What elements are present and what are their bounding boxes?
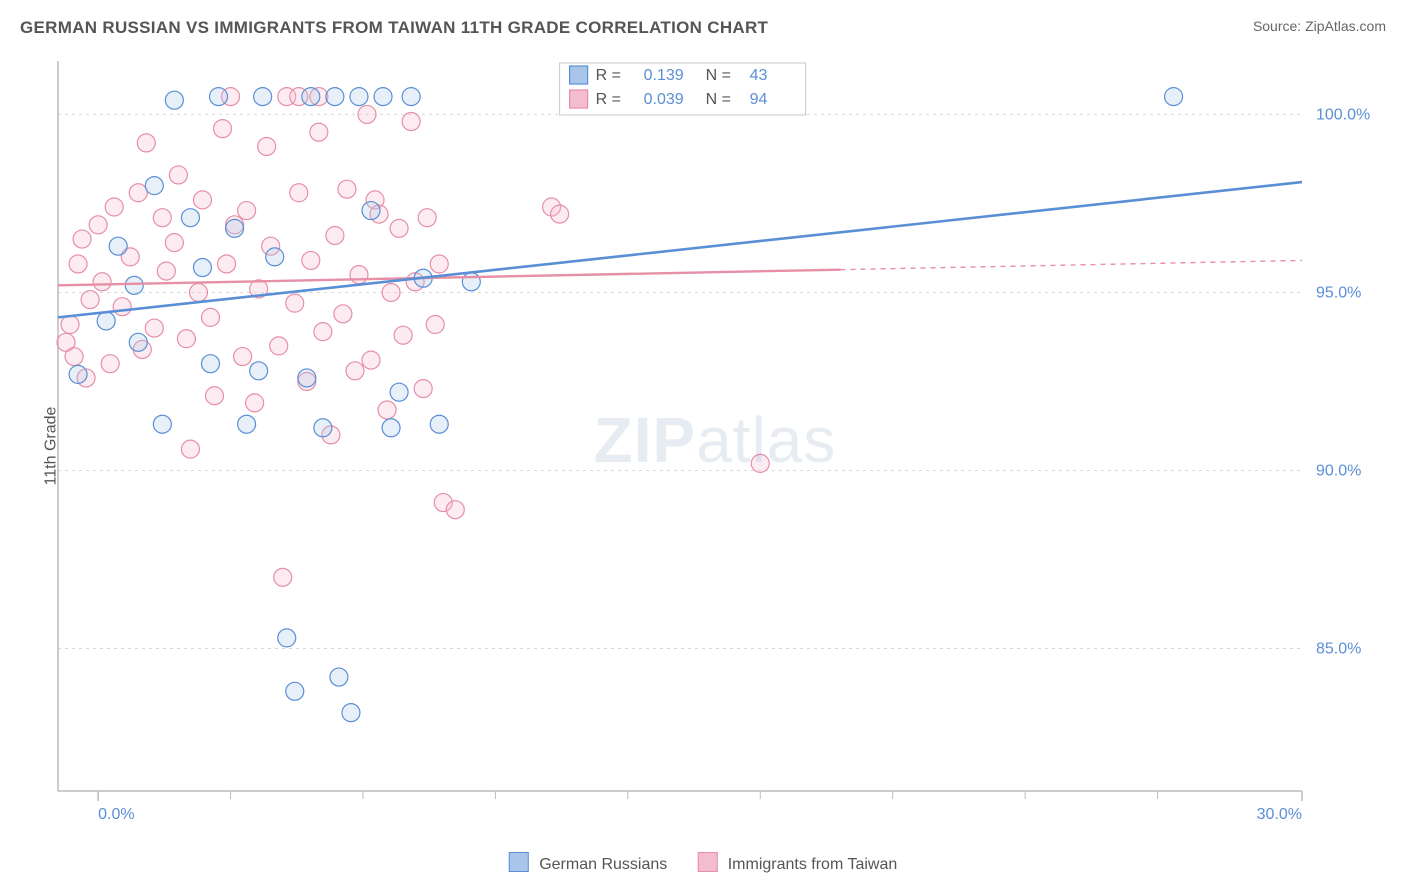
svg-text:95.0%: 95.0%: [1316, 284, 1361, 301]
plot-area: 85.0% 90.0% 95.0% 100.0% 0.0% 30.0% R = 0.139 N …: [50, 55, 1380, 825]
svg-text:R =: R =: [596, 67, 621, 84]
chart-title: GERMAN RUSSIAN VS IMMIGRANTS FROM TAIWAN…: [20, 18, 768, 37]
legend-item-1: German Russians: [509, 852, 668, 874]
bottom-legend: German Russians Immigrants from Taiwan: [509, 852, 897, 874]
svg-text:0.039: 0.039: [644, 91, 684, 108]
legend-label-1: German Russians: [539, 856, 667, 873]
svg-text:R =: R =: [596, 91, 621, 108]
svg-text:0.139: 0.139: [644, 67, 684, 84]
source-attribution: Source: ZipAtlas.com: [1253, 18, 1386, 34]
svg-text:30.0%: 30.0%: [1257, 806, 1302, 823]
svg-text:90.0%: 90.0%: [1316, 463, 1361, 480]
chart-header: GERMAN RUSSIAN VS IMMIGRANTS FROM TAIWAN…: [20, 18, 1386, 46]
legend-label-2: Immigrants from Taiwan: [728, 856, 898, 873]
svg-text:0.0%: 0.0%: [98, 806, 134, 823]
svg-text:85.0%: 85.0%: [1316, 641, 1361, 658]
svg-text:94: 94: [750, 91, 768, 108]
scatter-chart: 85.0% 90.0% 95.0% 100.0% 0.0% 30.0% R = 0.139 N …: [50, 55, 1380, 825]
legend-swatch-2: [697, 852, 717, 872]
svg-text:43: 43: [750, 67, 768, 84]
svg-text:100.0%: 100.0%: [1316, 106, 1370, 123]
svg-text:N =: N =: [706, 91, 731, 108]
legend-swatch-1: [509, 852, 529, 872]
legend-item-2: Immigrants from Taiwan: [697, 852, 897, 874]
svg-text:N =: N =: [706, 67, 731, 84]
